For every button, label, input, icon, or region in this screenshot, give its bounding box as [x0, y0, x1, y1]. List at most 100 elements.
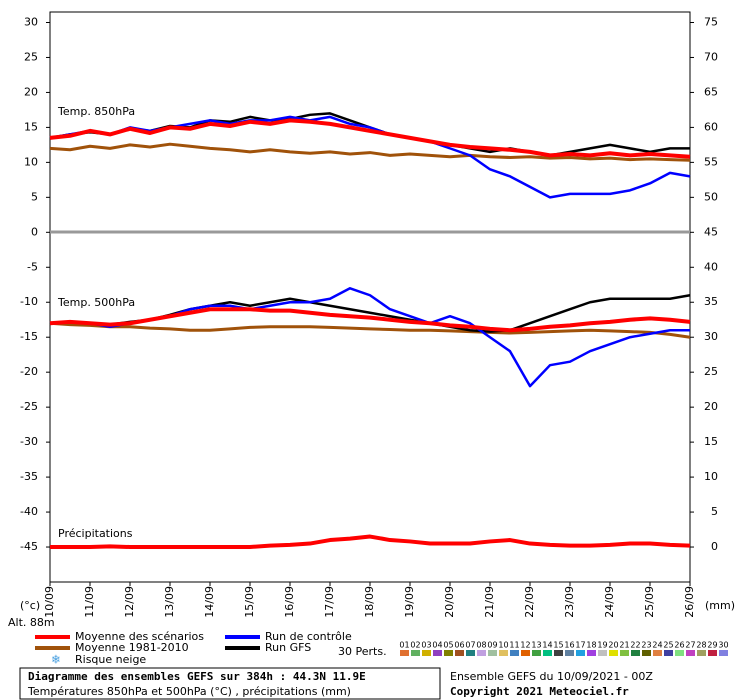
pert-swatch: [565, 650, 574, 656]
pert-swatch: [433, 650, 442, 656]
y-tick-label: -25: [20, 400, 38, 413]
pert-swatch: [444, 650, 453, 656]
y-tick-label: -45: [20, 540, 38, 553]
y2-tick-label: 15: [704, 435, 718, 448]
pert-swatch: [488, 650, 497, 656]
pert-label: 07: [465, 641, 475, 650]
y2-tick-label: 5: [711, 505, 718, 518]
pert-label: 11: [509, 641, 519, 650]
x-tick-label: 19/09: [403, 586, 416, 618]
pert-label: 20: [608, 641, 618, 650]
x-tick-label: 25/09: [643, 586, 656, 618]
pert-swatch: [664, 650, 673, 656]
pert-swatch: [609, 650, 618, 656]
y2-tick-label: 45: [704, 225, 718, 238]
pert-label: 23: [641, 641, 651, 650]
pert-swatch: [686, 650, 695, 656]
pert-swatch: [708, 650, 717, 656]
footer-title: Diagramme des ensembles GEFS sur 384h : …: [28, 670, 366, 683]
pert-swatch: [422, 650, 431, 656]
annotation: Précipitations: [58, 527, 133, 540]
y-tick-label: 20: [24, 85, 38, 98]
y-tick-label: -5: [27, 260, 38, 273]
y-tick-label: -20: [20, 365, 38, 378]
annotation: Temp. 850hPa: [57, 105, 135, 118]
pert-label: 03: [421, 641, 431, 650]
pert-label: 27: [685, 641, 695, 650]
y-tick-label: 10: [24, 155, 38, 168]
pert-swatch: [521, 650, 530, 656]
pert-label: 10: [498, 641, 508, 650]
y2-tick-label: 60: [704, 120, 718, 133]
y2-tick-label: 50: [704, 190, 718, 203]
y2-tick-label: 75: [704, 15, 718, 28]
pert-label: 15: [553, 641, 563, 650]
pert-label: 12: [520, 641, 530, 650]
y-tick-label: -40: [20, 505, 38, 518]
legend-label: Risque neige: [75, 653, 146, 666]
x-tick-label: 17/09: [323, 586, 336, 618]
x-tick-label: 16/09: [283, 586, 296, 618]
snow-icon: ❄: [51, 653, 61, 667]
x-tick-label: 20/09: [443, 586, 456, 618]
unit: (°c): [20, 599, 40, 612]
series-line: [49, 118, 691, 159]
y2-tick-label: 55: [704, 155, 718, 168]
pert-swatch: [499, 650, 508, 656]
pert-label: 25: [663, 641, 673, 650]
y2-tick-label: 65: [704, 85, 718, 98]
pert-swatch: [543, 650, 552, 656]
pert-swatch: [576, 650, 585, 656]
pert-label: 26: [674, 641, 684, 650]
pert-swatch: [477, 650, 486, 656]
pert-label: 19: [597, 641, 607, 650]
pert-label: 16: [564, 641, 574, 650]
footer-subtitle: Températures 850hPa et 500hPa (°C) , pré…: [27, 685, 351, 698]
pert-label: 08: [476, 641, 486, 650]
altitude: Alt. 88m: [8, 616, 55, 629]
pert-label: 01: [399, 641, 409, 650]
y2-tick-label: 20: [704, 400, 718, 413]
x-tick-label: 15/09: [243, 586, 256, 618]
x-tick-label: 26/09: [683, 586, 696, 618]
x-tick-label: 18/09: [363, 586, 376, 618]
y2-tick-label: 35: [704, 295, 718, 308]
pert-swatch: [620, 650, 629, 656]
pert-swatch: [697, 650, 706, 656]
series-line: [49, 142, 691, 162]
y-tick-label: -30: [20, 435, 38, 448]
y-tick-label: 0: [31, 225, 38, 238]
y-tick-label: 25: [24, 50, 38, 63]
pert-swatch: [455, 650, 464, 656]
x-tick-label: 24/09: [603, 586, 616, 618]
x-tick-label: 12/09: [123, 586, 136, 618]
pert-label: 09: [487, 641, 497, 650]
x-tick-label: 21/09: [483, 586, 496, 618]
pert-swatch: [719, 650, 728, 656]
pert-label: 04: [432, 641, 442, 650]
y2-tick-label: 25: [704, 365, 718, 378]
plot-frame: [49, 11, 691, 583]
y2-tick-label: 0: [711, 540, 718, 553]
pert-label: 29: [707, 641, 717, 650]
series-line: [49, 307, 691, 333]
x-tick-label: 11/09: [83, 586, 96, 618]
y2-tick-label: 70: [704, 50, 718, 63]
y-tick-label: -10: [20, 295, 38, 308]
pert-swatch: [598, 650, 607, 656]
series-line: [50, 534, 691, 550]
x-tick-label: 22/09: [523, 586, 536, 618]
y-tick-label: 15: [24, 120, 38, 133]
pert-label: 05: [443, 641, 453, 650]
x-tick-label: 14/09: [203, 586, 216, 618]
pert-label: 21: [619, 641, 629, 650]
pert-swatch: [675, 650, 684, 656]
pert-label: 02: [410, 641, 420, 650]
series-line: [49, 321, 691, 339]
pert-label: 28: [696, 641, 706, 650]
copyright: Copyright 2021 Meteociel.fr: [450, 685, 629, 698]
y2-tick-label: 10: [704, 470, 718, 483]
footer-box: [19, 667, 441, 700]
